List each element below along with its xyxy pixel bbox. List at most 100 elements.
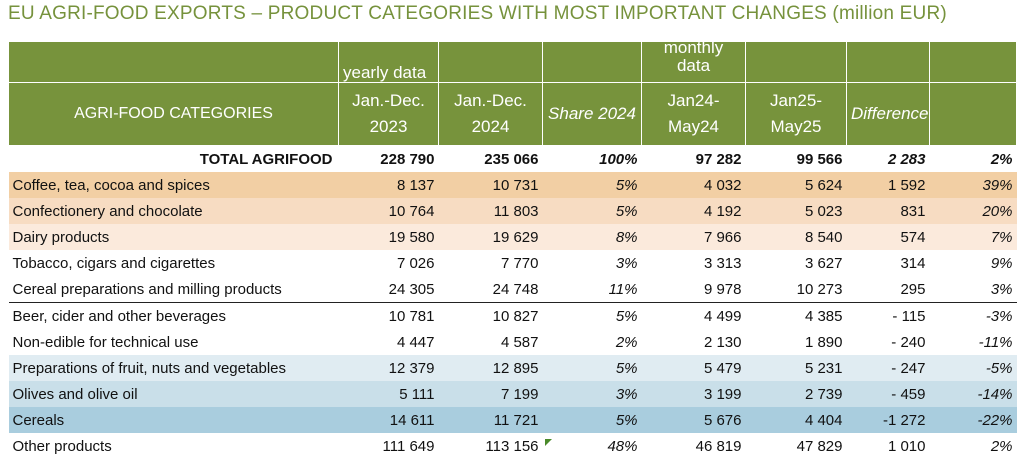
value-jan24-may24: 4 499: [641, 302, 746, 329]
category-label: Beer, cider and other beverages: [8, 302, 339, 329]
difference: - 115: [846, 302, 930, 329]
value-2024: 10 731: [438, 172, 543, 198]
total-row: TOTAL AGRIFOOD 228 790 235 066 100% 97 2…: [9, 146, 1017, 173]
col-header-difference: Difference: [846, 82, 930, 146]
table-row: Non-edible for technical use 4 447 4 587…: [9, 329, 1017, 355]
header-row-top: yearly data monthly data: [8, 41, 1017, 83]
table-row: Preparations of fruit, nuts and vegetabl…: [8, 355, 1017, 381]
col-header-jan25-may25: Jan25-May25: [745, 82, 847, 146]
total-difference: 2 283: [887, 150, 926, 168]
share-2024: 3%: [542, 381, 642, 407]
category-label: Cereal preparations and milling products: [12, 280, 282, 298]
table-row: Dairy products 19 580 19 629 8% 7 966 8 …: [8, 224, 1017, 250]
value-2024: 24 748: [492, 280, 539, 298]
value-2024: 11 803: [438, 198, 543, 224]
value-jan25-may25: 5 023: [745, 198, 847, 224]
header-blank-cell: [846, 41, 930, 83]
percent-change: 39%: [929, 172, 1017, 198]
value-jan24-may24: 3 313: [703, 254, 742, 272]
value-2024: 113 156: [485, 437, 539, 455]
total-jan25-may25: 99 566: [796, 150, 843, 168]
value-jan24-may24: 4 192: [641, 198, 746, 224]
percent-change: -11%: [978, 333, 1013, 351]
value-jan24-may24: 2 130: [703, 333, 742, 351]
total-percent: 2%: [990, 150, 1013, 168]
page-title: EU AGRI-FOOD EXPORTS – PRODUCT CATEGORIE…: [8, 3, 947, 24]
monthly-data-cell: monthly data: [641, 41, 746, 83]
category-label: Confectionery and chocolate: [8, 198, 339, 224]
share-2024: 11%: [608, 280, 638, 298]
table-row: Confectionery and chocolate 10 764 11 80…: [8, 198, 1017, 224]
percent-change: -5%: [929, 355, 1017, 381]
total-label: TOTAL AGRIFOOD: [199, 150, 333, 168]
exports-table: yearly data monthly data AGRI-FOOD CATEG…: [8, 41, 1017, 459]
total-jan24-may24: 97 282: [695, 150, 742, 168]
category-label: Dairy products: [8, 224, 339, 250]
table-row: Cereal preparations and milling products…: [9, 276, 1017, 303]
difference: 1 010: [887, 437, 926, 455]
table-row: Olives and olive oil 5 111 7 199 3% 3 19…: [8, 381, 1017, 407]
value-jan25-may25: 2 739: [745, 381, 847, 407]
percent-change: -3%: [929, 302, 1017, 329]
percent-change: 20%: [929, 198, 1017, 224]
percent-change: -22%: [929, 407, 1017, 433]
share-2024: 5%: [542, 407, 642, 433]
yearly-data-label: yearly data: [338, 41, 439, 83]
value-2023: 7 026: [396, 254, 435, 272]
header-blank-cell: [745, 41, 847, 83]
value-2024: 19 629: [438, 224, 543, 250]
category-label: Olives and olive oil: [8, 381, 339, 407]
table-row: Beer, cider and other beverages 10 781 1…: [8, 302, 1017, 329]
header-blank-cell: [929, 41, 1017, 83]
value-jan25-may25: 5 624: [745, 172, 847, 198]
value-2023: 19 580: [338, 224, 439, 250]
category-label: Coffee, tea, cocoa and spices: [8, 172, 339, 198]
value-2023: 4 447: [396, 333, 435, 351]
value-jan25-may25: 10 273: [796, 280, 843, 298]
difference: 831: [846, 198, 930, 224]
value-2024: 7 770: [500, 254, 539, 272]
difference: 1 592: [846, 172, 930, 198]
value-2023: 10 781: [338, 302, 439, 329]
share-2024: 5%: [542, 302, 642, 329]
col-header-2024: Jan.-Dec. 2024: [438, 82, 543, 146]
percent-change: 2%: [990, 437, 1013, 455]
monthly-data-label: monthly data: [663, 41, 724, 75]
value-jan25-may25: 1 890: [804, 333, 843, 351]
value-jan24-may24: 5 479: [641, 355, 746, 381]
col-header-2023: Jan.-Dec. 2023: [338, 82, 439, 146]
difference: - 247: [846, 355, 930, 381]
header-blank-cell: [542, 41, 642, 83]
share-2024: 8%: [542, 224, 642, 250]
category-label: Preparations of fruit, nuts and vegetabl…: [8, 355, 339, 381]
value-2024: 4 587: [500, 333, 539, 351]
table-row: Other products 111 649 113 156 48% 46 81…: [9, 433, 1017, 459]
value-2024: 11 721: [438, 407, 543, 433]
difference: - 459: [846, 381, 930, 407]
header-row-columns: AGRI-FOOD CATEGORIES Jan.-Dec. 2023 Jan.…: [8, 82, 1017, 146]
share-2024: 5%: [542, 355, 642, 381]
value-jan24-may24: 46 819: [695, 437, 742, 455]
share-2024: 2%: [615, 333, 638, 351]
difference: 314: [900, 254, 926, 272]
percent-change: 3%: [990, 280, 1013, 298]
categories-header: AGRI-FOOD CATEGORIES: [8, 82, 339, 146]
value-jan24-may24: 4 032: [641, 172, 746, 198]
value-jan25-may25: 4 404: [745, 407, 847, 433]
share-2024: 48%: [607, 437, 638, 455]
value-jan25-may25: 3 627: [804, 254, 843, 272]
percent-change: 7%: [929, 224, 1017, 250]
difference: - 240: [891, 333, 926, 351]
table-row: Tobacco, cigars and cigarettes 7 026 7 7…: [9, 250, 1017, 276]
header-blank-cell: [8, 41, 339, 83]
share-2024: 5%: [542, 172, 642, 198]
value-2023: 12 379: [338, 355, 439, 381]
value-2023: 10 764: [338, 198, 439, 224]
value-2023: 5 111: [338, 381, 439, 407]
value-jan24-may24: 9 978: [703, 280, 742, 298]
total-share: 100%: [599, 150, 638, 168]
percent-change: 9%: [990, 254, 1013, 272]
share-2024: 3%: [615, 254, 638, 272]
category-label: Cereals: [8, 407, 339, 433]
share-2024: 5%: [542, 198, 642, 224]
